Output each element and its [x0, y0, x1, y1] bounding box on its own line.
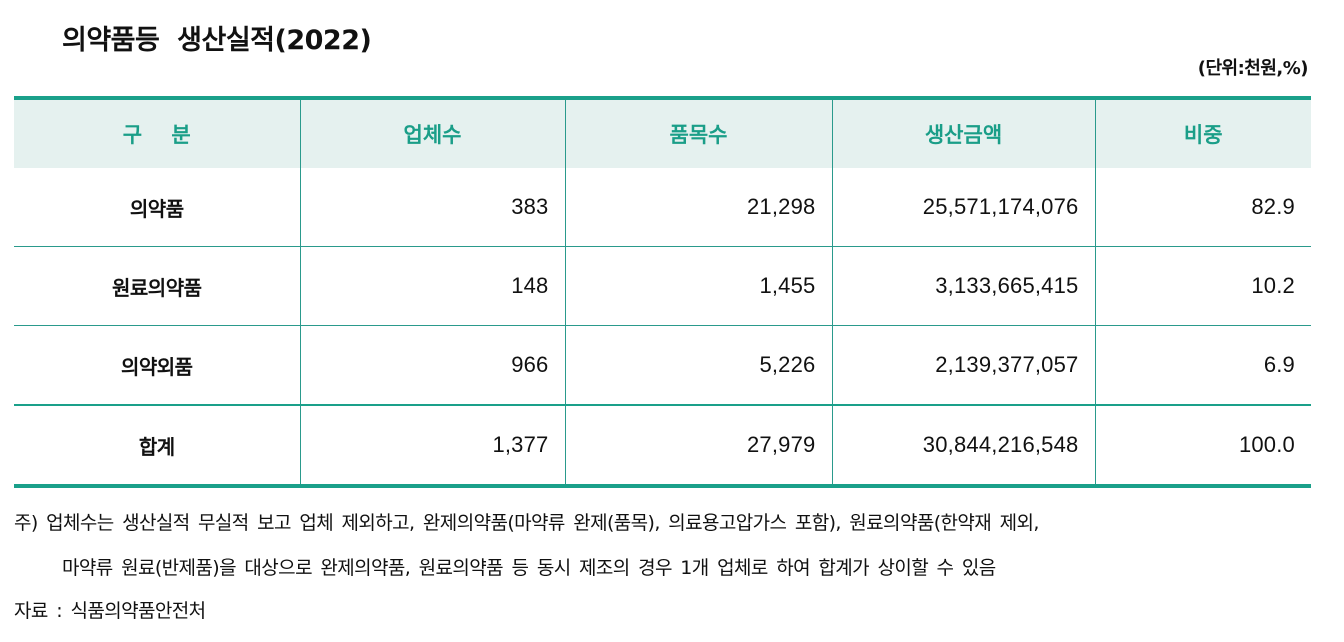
- total-items: 27,979: [564, 404, 832, 486]
- header-companies: 업체수: [299, 98, 565, 168]
- footnote-line-2: 마약류 원료(반제품)을 대상으로 완제의약품, 원료의약품 등 동시 제조의 …: [62, 557, 996, 579]
- row-share: 82.9: [1094, 168, 1311, 247]
- row-items: 21,298: [564, 168, 832, 247]
- total-companies: 1,377: [299, 404, 565, 486]
- table-total-row: 합계 1,377 27,979 30,844,216,548 100.0: [14, 404, 1311, 486]
- page-title: 의약품등 생산실적(2022): [62, 25, 372, 56]
- row-companies: 148: [299, 246, 565, 326]
- header-amount: 생산금액: [831, 98, 1095, 168]
- table-row: 의약외품 966 5,226 2,139,377,057 6.9: [14, 325, 1311, 405]
- row-category: 원료의약품: [14, 246, 300, 326]
- row-amount: 25,571,174,076: [831, 168, 1095, 247]
- row-share: 10.2: [1094, 246, 1311, 326]
- table-header-row: 구 분 업체수 품목수 생산금액 비중: [14, 98, 1311, 168]
- header-items: 품목수: [564, 98, 832, 168]
- footnote-line-1: 주) 업체수는 생산실적 무실적 보고 업체 제외하고, 완제의약품(마약류 완…: [14, 512, 1039, 534]
- total-amount: 30,844,216,548: [831, 404, 1095, 486]
- row-category: 의약외품: [14, 325, 300, 405]
- table-row: 의약품 383 21,298 25,571,174,076 82.9: [14, 168, 1311, 247]
- row-amount: 2,139,377,057: [831, 325, 1095, 405]
- row-share: 6.9: [1094, 325, 1311, 405]
- row-companies: 383: [299, 168, 565, 247]
- row-amount: 3,133,665,415: [831, 246, 1095, 326]
- row-companies: 966: [299, 325, 565, 405]
- header-share: 비중: [1094, 98, 1311, 168]
- row-category: 의약품: [129, 196, 184, 221]
- table-row: 원료의약품 148 1,455 3,133,665,415 10.2: [14, 246, 1311, 326]
- total-share: 100.0: [1094, 404, 1311, 486]
- unit-label: (단위:천원,%): [1197, 58, 1309, 79]
- row-items: 5,226: [564, 325, 832, 405]
- header-category: 구 분: [14, 98, 300, 168]
- total-label: 합계: [14, 404, 300, 486]
- row-items: 1,455: [564, 246, 832, 326]
- production-table: 구 분 업체수 품목수 생산금액 비중 의약품 383 21,298 25,57…: [14, 96, 1311, 488]
- source-note: 자료 : 식품의약품안전처: [14, 600, 206, 622]
